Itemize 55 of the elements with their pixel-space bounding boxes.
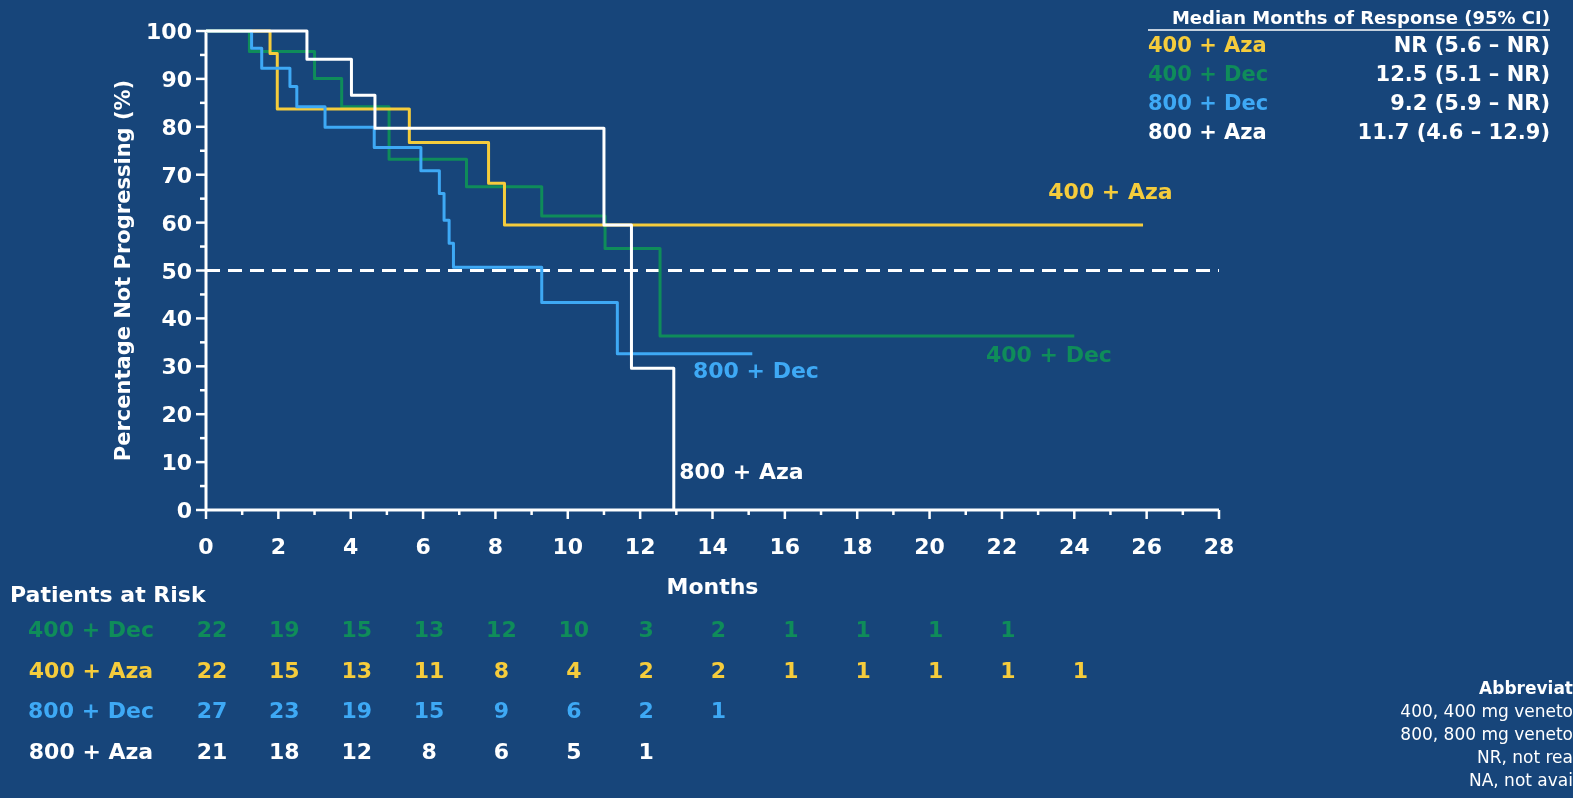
- series-label: 800 + Dec: [692, 358, 819, 384]
- text: 400 + Dec: [28, 617, 154, 642]
- x-tick-label: 8: [487, 534, 504, 559]
- x-tick-label: 12: [624, 534, 656, 559]
- x-tick-label: 18: [841, 534, 873, 559]
- text: 11.7 (4.6 – 12.9): [1357, 120, 1550, 144]
- text: 800 + Dec: [28, 698, 154, 723]
- y-tick-label: 100: [146, 19, 192, 44]
- text: 800 + Aza: [1148, 120, 1267, 144]
- x-tick-label: 4: [343, 534, 359, 559]
- x-tick-label: 6: [415, 534, 431, 559]
- text: 400 + Aza: [1148, 33, 1267, 57]
- x-tick-label: 10: [552, 534, 584, 559]
- text: NR, not rea: [1476, 747, 1573, 767]
- text: NR (5.6 – NR): [1393, 33, 1550, 57]
- text: 27 23 19 15 9 6 2 1: [196, 698, 727, 723]
- series-label: 400 + Dec: [986, 341, 1112, 367]
- x-tick-label: 22: [986, 534, 1018, 559]
- y-tick-label: 40: [161, 306, 192, 332]
- y-tick-label: 90: [161, 66, 192, 92]
- x-tick-label: 24: [1058, 534, 1090, 559]
- text: Median Months of Response (95% CI): [1171, 7, 1550, 28]
- x-axis-title: Months: [666, 574, 759, 599]
- x-tick-label: 2: [270, 534, 287, 559]
- text: 9.2 (5.9 – NR): [1390, 91, 1550, 115]
- text: 12.5 (5.1 – NR): [1375, 62, 1550, 86]
- series-label: 800 + Aza: [679, 458, 804, 484]
- text: 800 + Aza: [28, 738, 154, 764]
- text: 800, 800 mg veneto: [1400, 724, 1573, 744]
- x-tick-label: 26: [1131, 534, 1162, 559]
- text: Abbreviat: [1479, 678, 1573, 698]
- y-tick-label: 60: [161, 210, 192, 236]
- text: 400 + Aza: [28, 657, 154, 683]
- y-tick-label: 0: [176, 498, 192, 523]
- y-tick-label: 30: [161, 354, 192, 380]
- x-tick-label: 0: [198, 534, 214, 559]
- text: 400, 400 mg veneto: [1400, 701, 1573, 721]
- text: 800 + Dec: [1148, 91, 1269, 115]
- text: 400 + Dec: [1148, 62, 1269, 86]
- y-tick-label: 10: [161, 450, 192, 476]
- y-tick-label: 20: [161, 402, 192, 428]
- y-axis-title: Percentage Not Progressing (%): [111, 79, 135, 462]
- y-tick-label: 70: [161, 162, 192, 188]
- x-tick-label: 14: [697, 534, 728, 559]
- text: 22 15 13 11 8 4 2 2 1 1 1 1 1: [196, 657, 1088, 683]
- text: Patients at Risk: [10, 582, 207, 607]
- text: 22 19 15 13 12 10 3 2 1 1 1 1: [196, 617, 1016, 642]
- text: 21 18 12 8 6 5 1: [196, 738, 654, 764]
- y-tick-label: 80: [161, 114, 192, 140]
- series-label: 400 + Aza: [1048, 178, 1173, 204]
- x-tick-label: 20: [914, 534, 945, 559]
- y-tick-label: 50: [161, 258, 192, 284]
- x-tick-label: 28: [1203, 534, 1235, 559]
- text: NA, not avai: [1468, 770, 1573, 790]
- x-tick-label: 16: [769, 534, 801, 559]
